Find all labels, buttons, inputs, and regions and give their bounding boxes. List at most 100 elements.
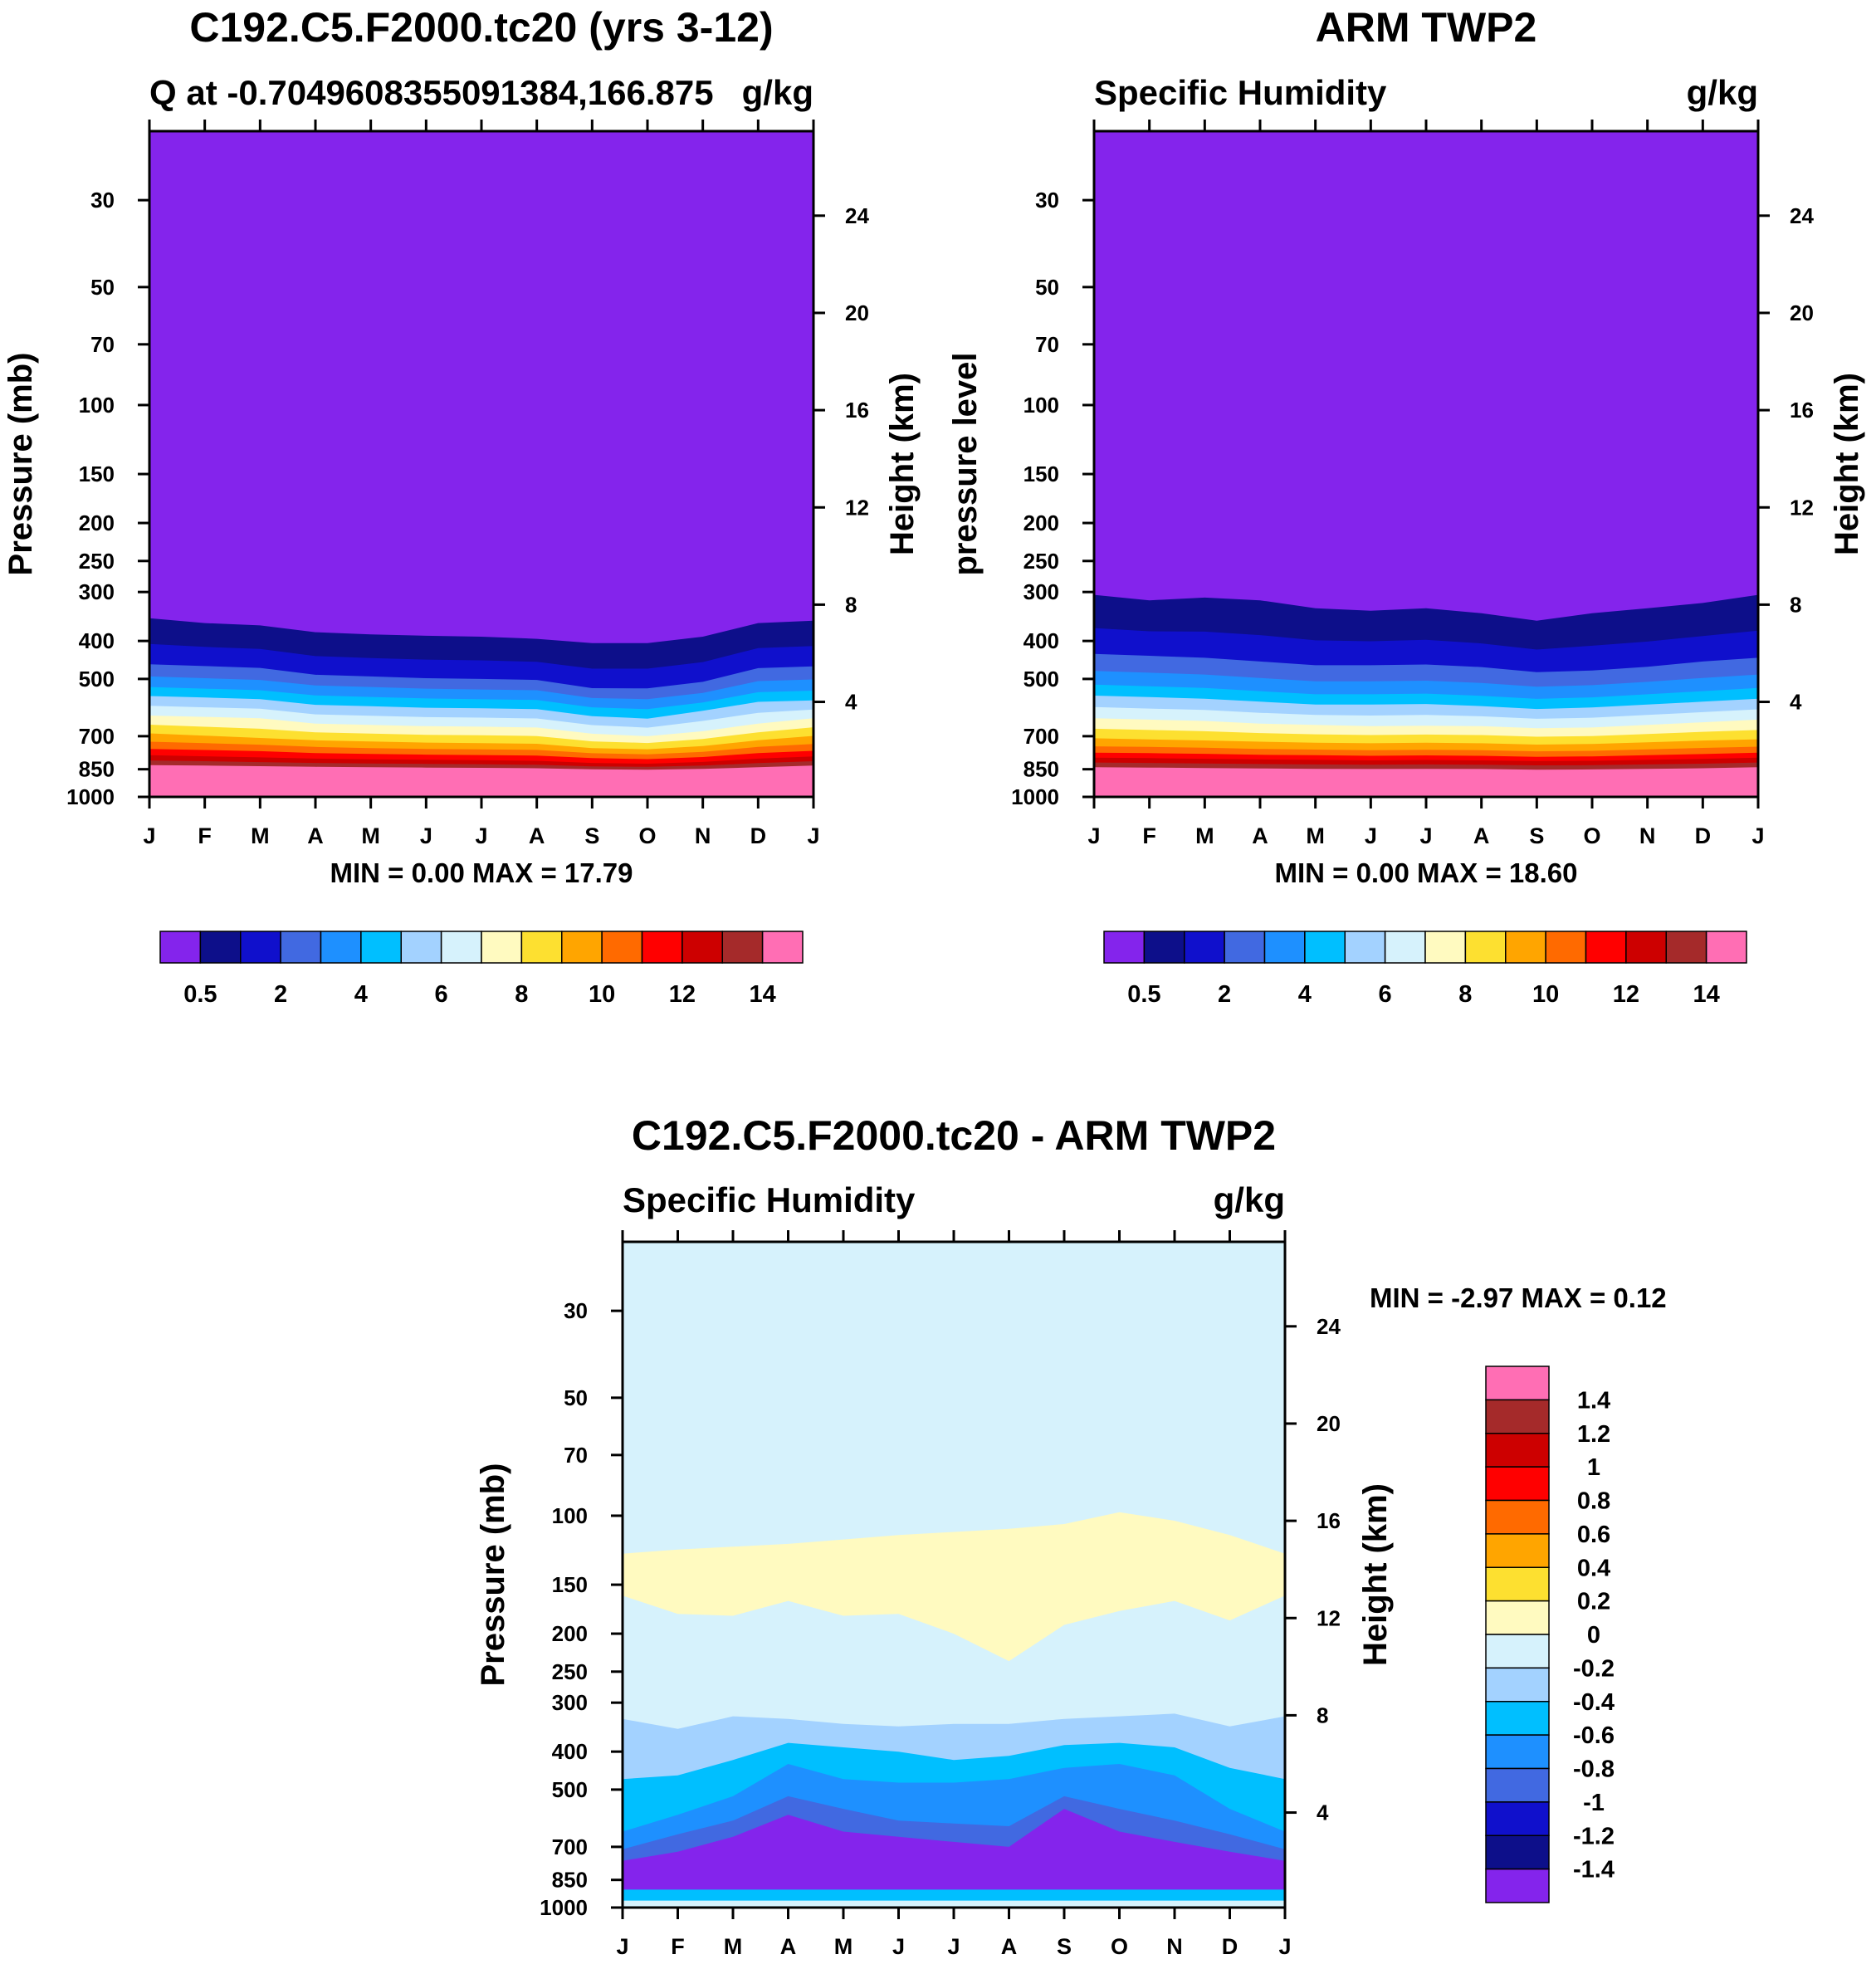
colorbar-box bbox=[1485, 1634, 1550, 1669]
y-tick-label: 100 bbox=[79, 393, 115, 418]
units-string: g/kg bbox=[742, 73, 813, 112]
colorbar-label: 10 bbox=[589, 981, 615, 1008]
y-tick-label: 30 bbox=[90, 188, 115, 213]
y2-tick-label: 24 bbox=[845, 203, 869, 228]
colorbar-box bbox=[682, 931, 723, 964]
y2-tick-label: 8 bbox=[845, 592, 857, 617]
colorbar-box bbox=[199, 931, 242, 964]
y-tick-label: 500 bbox=[552, 1777, 588, 1802]
x-tick-label: D bbox=[1695, 823, 1712, 848]
colorbar-box bbox=[1485, 1466, 1550, 1502]
colorbar-label: 0.5 bbox=[1127, 981, 1160, 1008]
x-tick-label: N bbox=[695, 823, 711, 848]
colorbar-label: 1.2 bbox=[1577, 1421, 1610, 1448]
y-tick-label: 700 bbox=[1023, 724, 1059, 749]
colorbar-label: -1.2 bbox=[1573, 1823, 1615, 1849]
x-tick-label: M bbox=[361, 823, 380, 848]
colorbar-box bbox=[240, 931, 281, 964]
y-tick-label: 700 bbox=[552, 1835, 588, 1859]
y-tick-label: 850 bbox=[552, 1868, 588, 1893]
min-max-stats: MIN = -2.97 MAX = 0.12 bbox=[1370, 1282, 1667, 1313]
x-tick-label: J bbox=[892, 1934, 905, 1959]
min-max-stats: MIN = 0.00 MAX = 17.79 bbox=[330, 857, 633, 888]
y2-tick-label: 12 bbox=[1317, 1605, 1341, 1630]
left-string: Q at -0.7049608355091384,166.875 bbox=[149, 73, 714, 112]
panel-difference: J F M A M J J A S O N D J305070100150200250300400500… bbox=[475, 1112, 1667, 1959]
colorbar-label: -0.2 bbox=[1573, 1655, 1615, 1682]
colorbar-label: 14 bbox=[749, 981, 775, 1008]
colorbar-label: 1.4 bbox=[1577, 1387, 1610, 1414]
y2-tick-label: 8 bbox=[1317, 1703, 1328, 1727]
x-tick-label: J bbox=[1365, 823, 1377, 848]
colorbar-label: -1 bbox=[1583, 1790, 1605, 1816]
colorbar-box bbox=[1485, 1399, 1550, 1434]
y-tick-label: 200 bbox=[79, 511, 115, 535]
colorbar-label: 0.6 bbox=[1577, 1522, 1610, 1548]
y2-tick-label: 16 bbox=[1790, 398, 1814, 423]
colorbar-label: 0 bbox=[1587, 1622, 1600, 1649]
y-tick-label: 150 bbox=[1023, 462, 1059, 486]
colorbar-box bbox=[1304, 931, 1346, 964]
colorbar-label: 14 bbox=[1693, 981, 1719, 1008]
colorbar-box bbox=[1464, 931, 1507, 964]
colorbar-box bbox=[360, 931, 402, 964]
colorbar-box bbox=[1103, 931, 1146, 964]
colorbar-box bbox=[1625, 931, 1667, 964]
y2-tick-label: 12 bbox=[845, 495, 869, 520]
colorbar-box bbox=[1485, 1701, 1550, 1736]
y-tick-label: 850 bbox=[1023, 757, 1059, 782]
colorbar-box bbox=[159, 931, 202, 964]
colorbar-box bbox=[440, 931, 482, 964]
x-tick-label: M bbox=[1195, 823, 1214, 848]
y2-axis-label: Height (km) bbox=[1357, 1483, 1394, 1666]
colorbar-box bbox=[1263, 931, 1306, 964]
colorbar-label: 12 bbox=[669, 981, 696, 1008]
colorbar-box bbox=[1184, 931, 1225, 964]
x-tick-label: A bbox=[780, 1934, 797, 1959]
x-tick-label: J bbox=[807, 823, 819, 848]
x-tick-label: O bbox=[1111, 1934, 1128, 1959]
contour-fill-level bbox=[149, 777, 813, 797]
plot-title: C192.C5.F2000.tc20 - ARM TWP2 bbox=[632, 1112, 1276, 1159]
x-tick-label: J bbox=[1751, 823, 1764, 848]
y-tick-label: 50 bbox=[564, 1385, 588, 1410]
y-axis-label: pressure level bbox=[947, 352, 984, 575]
y-tick-label: 30 bbox=[1035, 188, 1059, 213]
x-tick-label: O bbox=[1583, 823, 1600, 848]
y-tick-label: 300 bbox=[1023, 579, 1059, 604]
colorbar-box bbox=[1143, 931, 1185, 964]
colorbar-box bbox=[1485, 1366, 1550, 1401]
y2-tick-label: 4 bbox=[845, 690, 857, 715]
colorbar-box bbox=[1545, 931, 1587, 964]
x-tick-label: A bbox=[1252, 823, 1268, 848]
y-axis-label: Pressure (mb) bbox=[2, 353, 39, 576]
colorbar-label: 12 bbox=[1613, 981, 1639, 1008]
y-tick-label: 100 bbox=[552, 1503, 588, 1528]
x-tick-label: F bbox=[1142, 823, 1156, 848]
panel-observation: J F M A M J J A S O N D J 30 50 70 100 150 200 250 300 400 500… bbox=[947, 4, 1865, 1008]
y2-tick-label: 16 bbox=[845, 398, 869, 423]
x-tick-label: S bbox=[1057, 1934, 1072, 1959]
colorbar-label: 8 bbox=[515, 981, 528, 1008]
y-tick-label: 1000 bbox=[66, 784, 115, 809]
x-tick-label: N bbox=[1639, 823, 1656, 848]
y-tick-label: 70 bbox=[90, 332, 115, 357]
y-tick-label: 30 bbox=[564, 1298, 588, 1323]
colorbar-box bbox=[481, 931, 523, 964]
y2-tick-label: 20 bbox=[1790, 300, 1814, 325]
colorbar-box bbox=[641, 931, 683, 964]
y2-axis-label: Height (km) bbox=[884, 373, 921, 555]
contour-fill-base bbox=[623, 1900, 1285, 1908]
x-tick-label: F bbox=[671, 1934, 685, 1959]
colorbar-box bbox=[1485, 1499, 1550, 1535]
colorbar-box bbox=[1485, 1801, 1550, 1836]
y2-tick-label: 12 bbox=[1790, 495, 1814, 520]
y-tick-label: 850 bbox=[79, 757, 115, 782]
y-tick-label: 1000 bbox=[1011, 784, 1059, 809]
colorbar-box bbox=[1485, 1566, 1550, 1602]
x-tick-label: A bbox=[529, 823, 545, 848]
colorbar-box bbox=[1505, 931, 1546, 964]
colorbar-label: 4 bbox=[1298, 981, 1312, 1008]
plot-title: ARM TWP2 bbox=[1316, 4, 1537, 51]
y-tick-label: 400 bbox=[552, 1739, 588, 1764]
